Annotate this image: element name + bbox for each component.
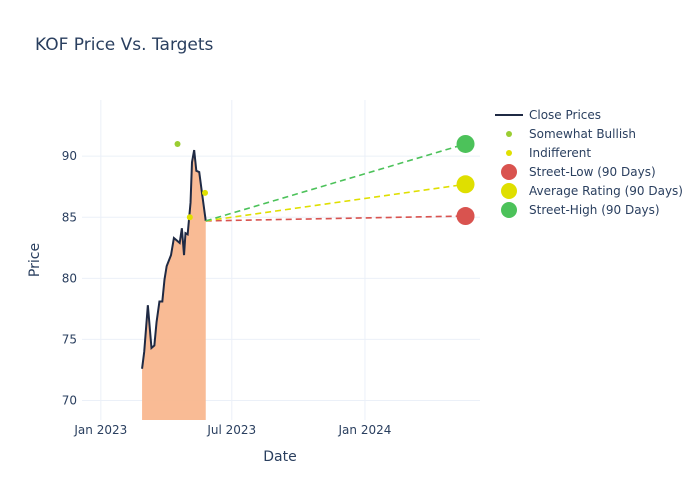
y-tick-label: 70 [62, 393, 77, 407]
target-line [205, 215, 466, 222]
y-axis-label: Price [27, 243, 43, 277]
y-tick-label: 75 [62, 332, 77, 346]
rating-point [174, 140, 181, 147]
target-marker [456, 175, 475, 194]
legend-label: Indifferent [529, 146, 591, 160]
close-price-line [141, 149, 207, 369]
legend-label: Close Prices [529, 108, 601, 122]
legend-label: Average Rating (90 Days) [529, 184, 683, 198]
y-tick-label: 80 [62, 271, 77, 285]
legend-label: Street-High (90 Days) [529, 203, 660, 217]
legend-marker-icon [501, 202, 517, 218]
legend-dot-icon [506, 131, 512, 137]
legend-label: Street-Low (90 Days) [529, 165, 656, 179]
target-marker [456, 134, 475, 153]
target-line [205, 183, 466, 222]
x-tick-label: Jan 2024 [338, 423, 392, 437]
target-line [205, 143, 466, 222]
rating-point [202, 189, 209, 196]
legend-label: Somewhat Bullish [529, 127, 636, 141]
legend-marker-icon [501, 164, 517, 180]
x-axis-label: Date [263, 449, 296, 465]
close-price-area [142, 150, 206, 420]
y-tick-label: 90 [62, 149, 77, 163]
chart-title: KOF Price Vs. Targets [35, 35, 214, 55]
rating-point [186, 214, 193, 221]
x-tick-label: Jan 2023 [73, 423, 127, 437]
y-tick-label: 85 [62, 210, 77, 224]
x-tick-label: Jul 2023 [206, 423, 256, 437]
target-marker [456, 207, 475, 226]
legend-dot-icon [506, 150, 512, 156]
legend-marker-icon [501, 183, 517, 199]
